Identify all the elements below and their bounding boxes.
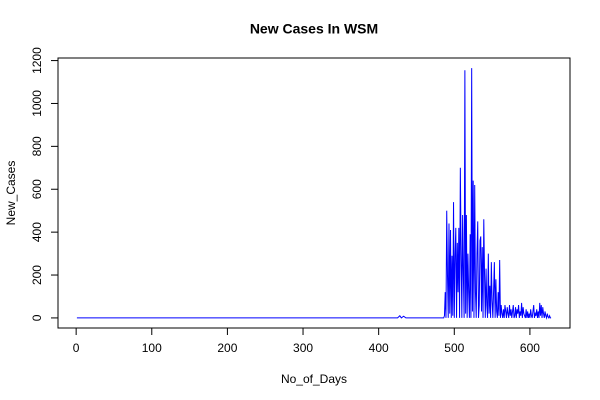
x-axis-label: No_of_Days [281, 372, 347, 386]
y-tick-label: 1000 [30, 90, 44, 117]
x-tick-label: 100 [142, 341, 162, 355]
y-axis-label: New_Cases [4, 161, 18, 226]
x-tick-label: 500 [444, 341, 464, 355]
y-tick-label: 600 [30, 179, 44, 199]
x-tick-label: 0 [73, 341, 80, 355]
x-tick-label: 300 [293, 341, 313, 355]
chart-title: New Cases In WSM [250, 21, 378, 37]
y-tick-label: 800 [30, 136, 44, 156]
y-tick-label: 200 [30, 265, 44, 285]
y-tick-label: 400 [30, 222, 44, 242]
x-tick-label: 400 [369, 341, 389, 355]
x-tick-label: 200 [217, 341, 237, 355]
x-tick-label: 600 [520, 341, 540, 355]
data-line [76, 68, 552, 320]
y-tick-label: 0 [30, 314, 44, 321]
y-tick-label: 1200 [30, 47, 44, 74]
